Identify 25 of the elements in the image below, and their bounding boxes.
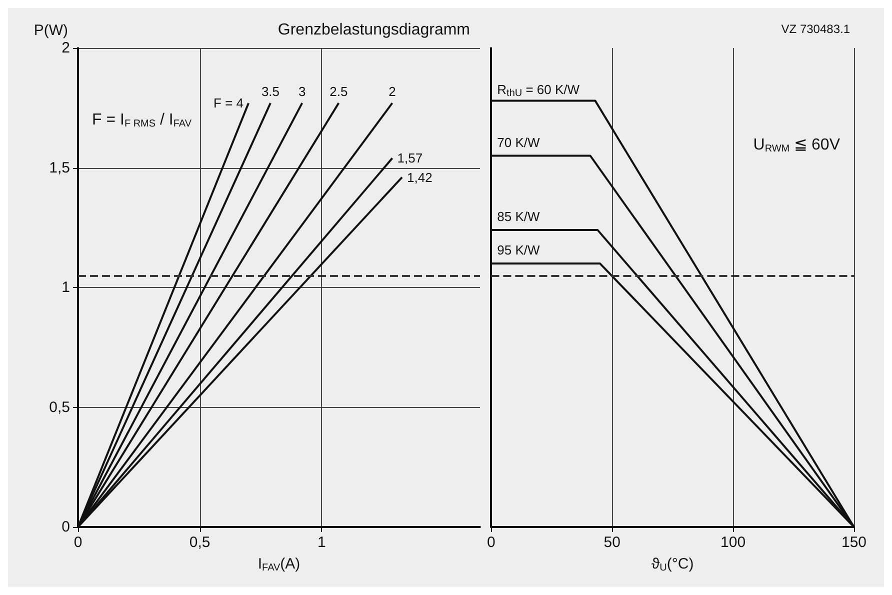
series-label: 2 [388, 84, 396, 100]
y-tick-label: 0,5 [49, 398, 70, 416]
series-label: 95 K/W [497, 242, 541, 258]
series-label: 3.5 [261, 84, 280, 100]
chart-title: Grenzbelastungsdiagramm [278, 22, 470, 38]
series-label: 2.5 [330, 84, 348, 100]
y-tick-label: 1,5 [49, 159, 70, 176]
series-label: 1,42 [407, 170, 432, 185]
x-tick-label: 50 [604, 534, 620, 551]
series-label: 1,57 [397, 150, 423, 166]
x-tick-label: 1 [317, 534, 326, 551]
x-tick-label: 0 [487, 534, 496, 551]
x-tick-label: 0,5 [189, 534, 210, 551]
y-tick-label: 2 [62, 40, 70, 56]
series-label: 70 K/W [497, 134, 541, 150]
x-tick-label: 0 [74, 534, 82, 551]
x-tick-label: 150 [841, 534, 867, 551]
text: VZ 730483.1 [781, 22, 850, 36]
y-axis-title: P(W) [34, 22, 68, 39]
x-tick-label: 100 [720, 534, 746, 551]
series-label: 85 K/W [497, 209, 541, 224]
series-label: F = 4 [214, 96, 244, 111]
y-tick-label: 1 [62, 279, 70, 296]
series-label: 3 [298, 84, 306, 100]
y-tick-label: 0 [62, 518, 70, 536]
